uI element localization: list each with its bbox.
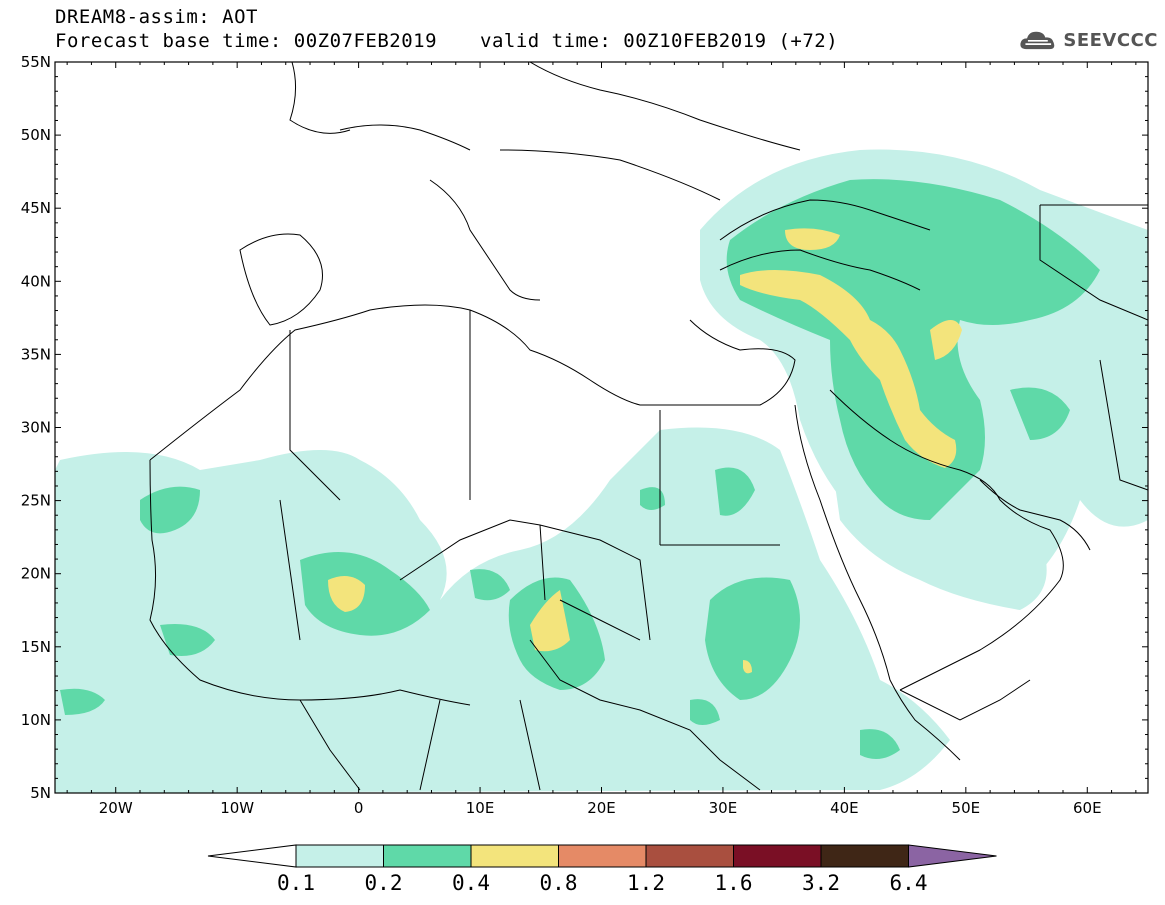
colorbar-label: 1.2 (627, 871, 665, 895)
colorbar-box (295, 844, 384, 868)
lon-label: 50E (952, 799, 981, 817)
colorbar-label: 3.2 (802, 871, 840, 895)
valid-time: valid time: 00Z10FEB2019 (+72) (480, 30, 839, 52)
aot-layer-0.2 (60, 179, 1100, 759)
colorbar-box (558, 844, 647, 868)
lon-label: 30E (709, 799, 738, 817)
lat-label: 50N (21, 126, 51, 144)
lat-label: 10N (21, 711, 51, 729)
lat-label: 35N (21, 345, 51, 363)
lon-label: 10E (466, 799, 495, 817)
aot-layer-0.4 (328, 228, 962, 674)
lat-label: 15N (21, 638, 51, 656)
lat-label: 55N (21, 53, 51, 71)
colorbar-under-arrow (207, 844, 297, 868)
lat-label: 25N (21, 492, 51, 510)
lat-label: 30N (21, 419, 51, 437)
colorbar-box (383, 844, 472, 868)
cloud-icon (1020, 31, 1055, 50)
aot-field (55, 149, 1148, 793)
seevccc-logo: SEEVCCC (1018, 24, 1158, 56)
colorbar-box (820, 844, 909, 868)
colorbar-box (470, 844, 559, 868)
colorbar-label: 6.4 (890, 871, 928, 895)
coastlines-borders (149, 62, 1148, 791)
longitude-axis: 20W 10W 0 10E 20E 30E 40E 50E 60E (66, 62, 1137, 817)
colorbar-box (645, 844, 734, 868)
lon-label: 20E (587, 799, 616, 817)
colorbar-box (733, 844, 822, 868)
lon-label: 20W (99, 799, 133, 817)
lon-label: 0 (354, 799, 364, 817)
colorbar-label: 0.8 (540, 871, 578, 895)
logo-text: SEEVCCC (1063, 29, 1158, 51)
lon-label: 40E (830, 799, 859, 817)
map-title: DREAM8-assim: AOT (55, 6, 258, 28)
forecast-base-time: Forecast base time: 00Z07FEB2019 (55, 30, 438, 52)
latitude-axis: 55N 50N 45N 40N 35N 30N 25N 20N 15N 10N 5N (21, 53, 1148, 802)
lat-label: 20N (21, 565, 51, 583)
aot-colorbar: 0.1 0.2 0.4 0.8 1.2 1.6 3.2 6.4 (207, 844, 997, 895)
colorbar-label: 1.6 (715, 871, 753, 895)
lat-label: 45N (21, 199, 51, 217)
lat-label: 40N (21, 272, 51, 290)
lat-label: 5N (30, 784, 51, 802)
lon-label: 10W (220, 799, 254, 817)
colorbar-label: 0.1 (277, 871, 315, 895)
colorbar-label: 0.4 (452, 871, 490, 895)
lon-label: 60E (1073, 799, 1102, 817)
colorbar-label: 0.2 (365, 871, 403, 895)
colorbar-over-arrow (908, 844, 997, 868)
